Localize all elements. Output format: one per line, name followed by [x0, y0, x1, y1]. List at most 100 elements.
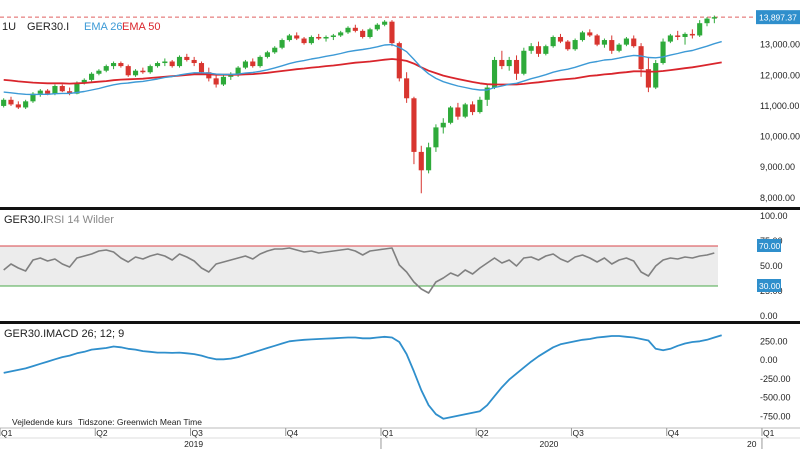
candle[interactable]	[8, 96, 14, 106]
candle[interactable]	[426, 142, 432, 174]
candle[interactable]	[506, 56, 512, 71]
candle[interactable]	[521, 47, 527, 76]
candle[interactable]	[15, 101, 21, 109]
candle[interactable]	[352, 24, 358, 33]
candle[interactable]	[667, 33, 673, 44]
candle[interactable]	[220, 75, 227, 87]
candle[interactable]	[433, 124, 439, 152]
candle[interactable]	[660, 38, 666, 65]
ema-fast-label[interactable]: EMA 26	[84, 21, 123, 33]
candle[interactable]	[631, 35, 637, 48]
macd-panel[interactable]: 250.00 0.00 -250.00 -500.00 -750.00	[3, 334, 791, 421]
candle[interactable]	[557, 33, 564, 44]
candle[interactable]	[118, 61, 124, 68]
candle[interactable]	[448, 105, 454, 125]
candle[interactable]	[623, 36, 629, 47]
candle[interactable]	[528, 43, 534, 54]
candle[interactable]	[213, 75, 219, 88]
macd-indicator-label[interactable]: MACD 26; 12; 9	[46, 328, 124, 340]
candle[interactable]	[147, 64, 153, 74]
candle[interactable]	[198, 61, 205, 74]
candle[interactable]	[360, 29, 366, 39]
rsi-line[interactable]	[3, 247, 715, 294]
candle[interactable]	[23, 99, 29, 109]
candle[interactable]	[616, 43, 622, 53]
candle[interactable]	[572, 38, 578, 51]
candle[interactable]	[330, 33, 336, 41]
candle[interactable]	[645, 56, 651, 93]
candle[interactable]	[711, 15, 717, 24]
candle[interactable]	[535, 41, 542, 57]
candle[interactable]	[550, 35, 556, 48]
candle[interactable]	[132, 69, 139, 77]
candle[interactable]	[345, 26, 351, 34]
candle[interactable]	[609, 35, 615, 54]
candle[interactable]	[484, 84, 490, 106]
candle[interactable]	[96, 69, 102, 76]
candle[interactable]	[587, 29, 593, 37]
candle[interactable]	[477, 96, 483, 114]
candle[interactable]	[228, 72, 234, 80]
candle[interactable]	[30, 92, 36, 103]
candle[interactable]	[176, 55, 183, 68]
macd-line[interactable]	[3, 334, 722, 420]
candle[interactable]	[1, 98, 7, 108]
candle[interactable]	[316, 33, 322, 41]
candle[interactable]	[382, 20, 388, 27]
candle[interactable]	[396, 41, 402, 82]
candle[interactable]	[543, 44, 549, 56]
candle[interactable]	[675, 30, 681, 41]
candle[interactable]	[367, 27, 373, 39]
candle[interactable]	[462, 102, 468, 119]
candle[interactable]	[154, 61, 161, 68]
candle[interactable]	[689, 29, 695, 39]
candle[interactable]	[264, 50, 270, 59]
ema-slow-label[interactable]: EMA 50	[122, 21, 161, 33]
candle[interactable]	[411, 96, 417, 165]
candle[interactable]	[59, 84, 65, 93]
candle[interactable]	[301, 36, 307, 45]
candle[interactable]	[140, 67, 146, 74]
candle[interactable]	[191, 56, 197, 67]
candle[interactable]	[323, 35, 329, 42]
candle[interactable]	[697, 20, 703, 37]
candle[interactable]	[389, 20, 395, 47]
candle[interactable]	[601, 38, 608, 48]
candle[interactable]	[250, 58, 256, 68]
candle[interactable]	[89, 72, 95, 82]
candle[interactable]	[455, 102, 461, 120]
candle[interactable]	[169, 59, 175, 68]
candle[interactable]	[257, 55, 263, 68]
candle[interactable]	[162, 58, 168, 67]
price-panel[interactable]: 13,000.00 12,000.00 11,000.00 10,000.00 9,00…	[0, 10, 800, 210]
candle[interactable]	[513, 55, 520, 80]
candle[interactable]	[374, 23, 380, 31]
candle[interactable]	[125, 64, 131, 77]
candle[interactable]	[308, 35, 314, 45]
candle[interactable]	[404, 72, 410, 103]
candle[interactable]	[653, 59, 659, 90]
candle[interactable]	[110, 61, 117, 70]
candle[interactable]	[579, 30, 586, 42]
candle[interactable]	[418, 145, 424, 194]
candle[interactable]	[272, 46, 278, 54]
candle[interactable]	[440, 118, 446, 134]
candle[interactable]	[184, 53, 190, 62]
candle[interactable]	[499, 50, 505, 70]
candle[interactable]	[279, 38, 285, 50]
candle[interactable]	[242, 59, 249, 70]
ema-slow-line[interactable]	[3, 58, 722, 86]
candle[interactable]	[294, 32, 300, 41]
candle[interactable]	[469, 101, 476, 116]
candle[interactable]	[338, 30, 344, 37]
candle[interactable]	[565, 40, 571, 51]
rsi-indicator-label[interactable]: RSI 14 Wilder	[46, 214, 114, 226]
interval-label[interactable]: 1U	[2, 21, 16, 33]
candle[interactable]	[103, 64, 109, 73]
ema-fast-line[interactable]	[3, 40, 722, 96]
candle[interactable]	[704, 17, 710, 27]
candle[interactable]	[594, 33, 600, 47]
